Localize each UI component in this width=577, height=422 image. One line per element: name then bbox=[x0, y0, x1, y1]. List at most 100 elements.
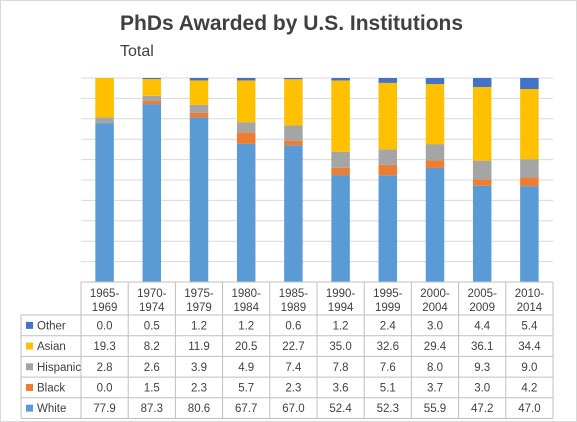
bar-segment-other-9 bbox=[520, 78, 539, 90]
data-label-white-2: 80.6 bbox=[188, 403, 210, 415]
chart-subtitle: Total bbox=[120, 43, 154, 60]
bar-segment-white-3 bbox=[236, 143, 256, 282]
bar-segment-asian-3 bbox=[236, 80, 256, 123]
data-label-hispanic-3: 4.9 bbox=[238, 362, 254, 374]
data-label-hispanic-5: 7.8 bbox=[333, 362, 349, 374]
category-label-line2: 2004 bbox=[422, 302, 448, 314]
legend-key-other bbox=[26, 321, 33, 329]
data-label-asian-5: 35.0 bbox=[329, 341, 351, 353]
category-label-line1: 1990- bbox=[326, 288, 356, 300]
bar-segment-black-2 bbox=[189, 112, 209, 118]
data-label-white-7: 55.9 bbox=[424, 403, 446, 415]
data-label-white-9: 47.0 bbox=[518, 403, 540, 415]
bar-segment-white-6 bbox=[378, 175, 398, 282]
data-label-hispanic-0: 2.8 bbox=[97, 362, 113, 374]
data-label-other-2: 1.2 bbox=[191, 320, 207, 332]
bar-segment-other-4 bbox=[284, 78, 303, 80]
data-label-asian-6: 32.6 bbox=[377, 341, 399, 353]
data-label-black-5: 3.6 bbox=[333, 382, 349, 394]
data-label-hispanic-9: 9.0 bbox=[521, 362, 537, 374]
legend-label-white: White bbox=[37, 403, 66, 415]
bar-segment-other-7 bbox=[425, 78, 445, 85]
data-label-black-1: 1.5 bbox=[144, 382, 160, 394]
bar-segment-hispanic-7 bbox=[425, 144, 445, 161]
bar-segment-asian-9 bbox=[520, 89, 539, 160]
data-label-asian-7: 29.4 bbox=[424, 341, 447, 353]
bar-segment-asian-1 bbox=[142, 79, 162, 96]
bar-segment-white-8 bbox=[472, 185, 492, 282]
category-label-line2: 1969 bbox=[92, 302, 118, 314]
bar-segment-black-5 bbox=[331, 167, 350, 176]
category-label-line2: 1999 bbox=[375, 302, 401, 314]
data-label-asian-2: 11.9 bbox=[188, 341, 210, 353]
category-label-line2: 1974 bbox=[139, 302, 165, 314]
legend-label-asian: Asian bbox=[37, 341, 66, 353]
bar-segment-other-8 bbox=[472, 78, 492, 87]
bar-segment-asian-0 bbox=[95, 78, 114, 118]
data-label-asian-8: 36.1 bbox=[471, 341, 493, 353]
bar-segment-asian-4 bbox=[284, 79, 303, 126]
data-label-hispanic-7: 8.0 bbox=[427, 362, 443, 374]
category-label-line1: 1965- bbox=[90, 288, 120, 300]
data-label-white-3: 67.7 bbox=[235, 403, 257, 415]
bar-segment-black-3 bbox=[236, 132, 256, 144]
bar-segment-asian-5 bbox=[331, 80, 350, 152]
category-label-line1: 1975- bbox=[184, 288, 214, 300]
bar-segment-white-0 bbox=[95, 123, 114, 282]
bar-segment-hispanic-6 bbox=[378, 149, 398, 165]
data-label-asian-3: 20.5 bbox=[235, 341, 257, 353]
category-label-line1: 2010- bbox=[515, 288, 545, 300]
data-label-black-7: 3.7 bbox=[427, 382, 443, 394]
bar-segment-white-9 bbox=[520, 186, 539, 282]
bar-segment-black-7 bbox=[425, 160, 445, 168]
bar-segment-hispanic-8 bbox=[472, 160, 492, 180]
data-label-other-6: 2.4 bbox=[380, 320, 397, 332]
data-label-white-1: 87.3 bbox=[141, 403, 163, 415]
data-label-hispanic-4: 7.4 bbox=[285, 362, 302, 374]
bar-segment-hispanic-4 bbox=[284, 125, 303, 141]
data-label-white-6: 52.3 bbox=[377, 403, 399, 415]
bar-segment-other-6 bbox=[378, 78, 398, 83]
bar-segment-other-5 bbox=[331, 78, 350, 81]
bar-segment-black-4 bbox=[284, 140, 303, 146]
bar-segment-white-7 bbox=[425, 167, 445, 282]
legend-key-black bbox=[26, 383, 33, 391]
bar-segment-white-5 bbox=[331, 175, 350, 282]
bar-segment-white-4 bbox=[284, 145, 303, 282]
category-label-line2: 1994 bbox=[328, 302, 354, 314]
bar-segment-hispanic-1 bbox=[142, 95, 162, 102]
bar-segment-asian-2 bbox=[189, 80, 209, 105]
bar-segment-white-2 bbox=[189, 117, 209, 283]
bar-segment-black-9 bbox=[520, 177, 539, 187]
bar-segment-other-1 bbox=[142, 78, 162, 80]
legend-label-other: Other bbox=[37, 320, 66, 332]
bar-segment-other-3 bbox=[236, 78, 256, 81]
data-label-black-8: 3.0 bbox=[474, 382, 490, 394]
data-label-hispanic-8: 9.3 bbox=[474, 362, 490, 374]
data-label-other-8: 4.4 bbox=[474, 320, 491, 332]
data-label-black-6: 5.1 bbox=[380, 382, 396, 394]
category-label-line1: 1995- bbox=[373, 288, 403, 300]
bar-segment-hispanic-2 bbox=[189, 104, 209, 113]
legend-label-hispanic: Hispanic bbox=[37, 362, 81, 374]
bar-segment-white-1 bbox=[142, 104, 162, 283]
data-label-black-9: 4.2 bbox=[521, 382, 537, 394]
data-label-white-8: 47.2 bbox=[471, 403, 493, 415]
data-label-other-3: 1.2 bbox=[238, 320, 254, 332]
data-label-hispanic-6: 7.6 bbox=[380, 362, 396, 374]
category-label-line1: 1970- bbox=[137, 288, 167, 300]
data-label-white-0: 77.9 bbox=[93, 403, 115, 415]
data-label-other-7: 3.0 bbox=[427, 320, 443, 332]
chart-title: PhDs Awarded by U.S. Institutions bbox=[120, 12, 464, 35]
category-label-line1: 1980- bbox=[231, 288, 261, 300]
category-label-line2: 2009 bbox=[469, 302, 495, 314]
data-label-hispanic-2: 3.9 bbox=[191, 362, 207, 374]
data-label-black-2: 2.3 bbox=[191, 382, 207, 394]
legend-key-white bbox=[26, 404, 33, 412]
data-label-black-0: 0.0 bbox=[97, 382, 113, 394]
bar-segment-asian-7 bbox=[425, 84, 445, 145]
data-label-other-5: 1.2 bbox=[333, 320, 349, 332]
category-label-line1: 1985- bbox=[279, 288, 309, 300]
data-label-other-1: 0.5 bbox=[144, 320, 160, 332]
